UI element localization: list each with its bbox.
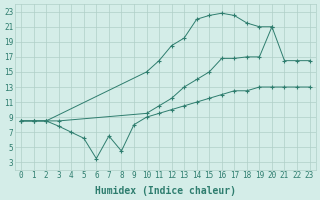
X-axis label: Humidex (Indice chaleur): Humidex (Indice chaleur) [95,186,236,196]
